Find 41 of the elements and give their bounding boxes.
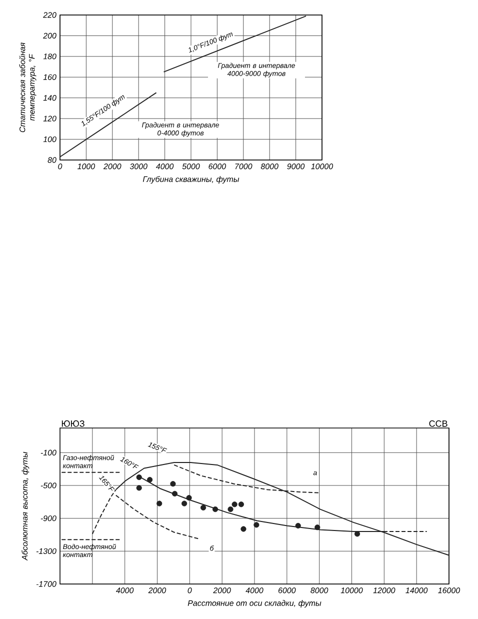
x-tick-label: 2000 — [148, 588, 166, 594]
y-tick-label: 100 — [43, 136, 56, 142]
y-tick-label: 220 — [43, 12, 56, 18]
x-tick-label: 4000 — [156, 164, 174, 170]
x-tick-label: 9000 — [287, 164, 305, 170]
y-tick-label: -1300 — [36, 548, 56, 554]
x-tick-label: 6000 — [208, 164, 226, 170]
x-axis-title: Глубина скважины, футы — [142, 176, 240, 184]
x-tick-label: 0 — [58, 164, 62, 170]
x-tick-label: 3000 — [130, 164, 148, 170]
x-tick-label: 6000 — [278, 588, 296, 594]
x-tick-label: 4000 — [246, 588, 264, 594]
x-tick-label: 4000 — [116, 588, 134, 594]
y-tick-label: 160 — [43, 74, 56, 80]
x-tick-label: 5000 — [182, 164, 200, 170]
y-tick-label: 80 — [48, 157, 56, 163]
y-tick-label: -100 — [40, 450, 56, 456]
text: ЮЮЗ — [62, 420, 84, 427]
y-tick-label: 180 — [43, 54, 56, 60]
x-tick-label: 1000 — [78, 164, 96, 170]
x-tick-label: 0 — [188, 588, 192, 594]
y-tick-label: -1700 — [36, 581, 56, 587]
y-tick-label: 140 — [43, 95, 56, 101]
y-axis-title: Статическая забойная температура, °F — [19, 42, 36, 132]
x-tick-label: 8000 — [310, 588, 328, 594]
x-tick-label: 8000 — [260, 164, 278, 170]
y-tick-label: -500 — [40, 482, 56, 488]
x-tick-label: 2000 — [103, 164, 122, 170]
y-tick-label: 200 — [43, 32, 56, 39]
x-tick-label: 10000 — [340, 588, 363, 594]
x-axis-title: Расстояние от оси складки, футы — [188, 600, 322, 608]
y-tick-label: -900 — [40, 515, 56, 522]
x-tick-label: 2000 — [213, 588, 231, 594]
text: ССВ — [429, 420, 448, 427]
x-tick-label: 16000 — [438, 588, 460, 594]
x-tick-label: 12000 — [373, 588, 396, 594]
y-axis-title: Абсолютная высота, футы — [22, 452, 30, 561]
x-tick-label: 7000 — [235, 164, 252, 170]
y-tick-label: 120 — [43, 116, 56, 122]
x-tick-label: 14000 — [406, 588, 428, 594]
x-tick-label: 10000 — [311, 164, 334, 170]
